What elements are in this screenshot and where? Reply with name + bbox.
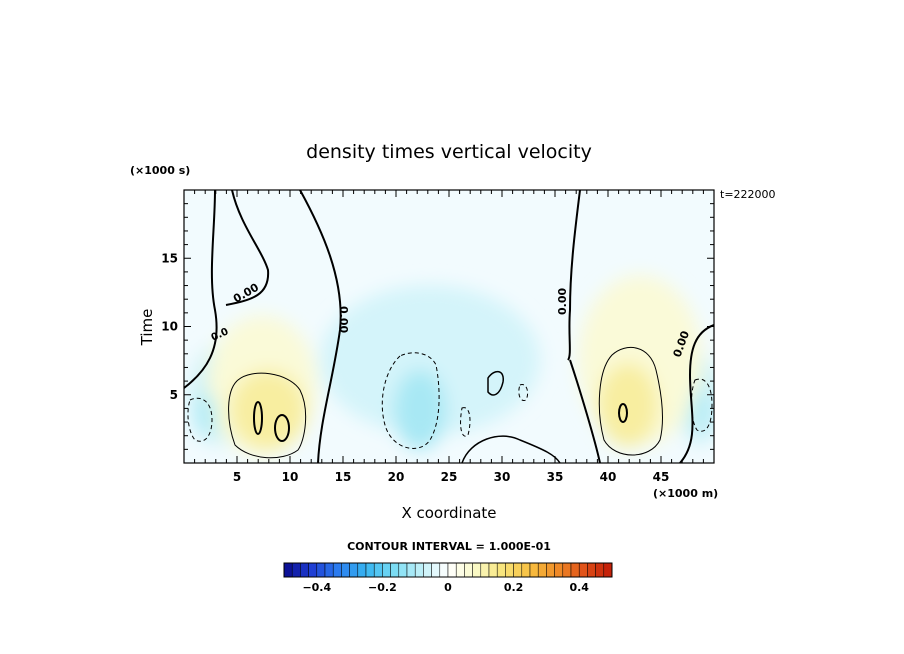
colorbar-cell (357, 562, 367, 578)
colorbar-cell (414, 562, 424, 578)
x-axis: 5 10 15 20 25 30 35 40 45 (194, 190, 704, 484)
x-axis-label: X coordinate (401, 504, 496, 522)
chart-title: density times vertical velocity (306, 141, 592, 163)
colorbar-cell (382, 562, 391, 578)
colorbar-cell (455, 562, 465, 578)
colorbar-cell (423, 562, 432, 578)
y-tick-label: 15 (161, 251, 178, 265)
colorbar-cell (431, 562, 441, 578)
colorbar-cell (365, 562, 375, 578)
colorbar-cell (316, 562, 326, 578)
colorbar: −0.4 −0.2 0 0.2 0.4 (283, 562, 613, 594)
colorbar-tick-label: −0.4 (302, 581, 331, 594)
y-tick-label: 5 (170, 388, 178, 402)
colorbar-cell (291, 562, 301, 578)
colorbar-tick-label: 0.4 (569, 581, 589, 594)
colorbar-cell (332, 562, 342, 578)
colorbar-tick-label: −0.2 (368, 581, 397, 594)
colorbar-cell (562, 562, 572, 578)
colorbar-cell (406, 562, 416, 578)
x-tick-label: 10 (282, 470, 299, 484)
colorbar-cell (529, 562, 539, 578)
x-unit-label: (×1000 m) (653, 487, 718, 500)
field-shading (184, 190, 714, 463)
x-tick-label: 40 (600, 470, 617, 484)
colorbar-cell (578, 562, 588, 578)
colorbar-cell (587, 562, 596, 578)
colorbar-cell (496, 562, 506, 578)
colorbar-cell (464, 562, 473, 578)
x-tick-label: 35 (547, 470, 564, 484)
colorbar-cell (488, 562, 498, 578)
y-axis: 5 10 15 (161, 203, 714, 450)
colorbar-cell (349, 562, 359, 578)
contour-interval-label: CONTOUR INTERVAL = 1.000E-01 (347, 540, 551, 553)
colorbar-cell (324, 562, 334, 578)
x-tick-label: 15 (335, 470, 352, 484)
x-tick-label: 25 (441, 470, 458, 484)
colorbar-cell (521, 562, 531, 578)
colorbar-tick-label: 0 (444, 581, 452, 594)
x-tick-label: 45 (653, 470, 670, 484)
x-tick-label: 5 (233, 470, 241, 484)
colorbar-cell (554, 562, 564, 578)
colorbar-cell (390, 562, 400, 578)
colorbar-cell (439, 562, 449, 578)
colorbar-tick-label: 0.2 (504, 581, 524, 594)
plot-area: 0.00 0.00 0.00 0.00 0.0 5 10 15 20 25 30 35 40 4… (161, 189, 715, 484)
y-unit-label: (×1000 s) (130, 164, 190, 177)
colorbar-cell (513, 562, 523, 578)
colorbar-cell (570, 562, 580, 578)
contour-label: 0.00 (556, 288, 569, 315)
colorbar-cell (398, 562, 408, 578)
colorbar-frame (283, 562, 613, 578)
colorbar-cell (308, 562, 318, 578)
colorbar-cell (283, 562, 293, 578)
y-axis-label: Time (138, 309, 156, 347)
colorbar-cell (373, 562, 383, 578)
contour-label: 0.00 (337, 306, 350, 333)
colorbar-cell (603, 562, 613, 578)
colorbar-cell (480, 562, 490, 578)
colorbar-cell (300, 562, 309, 578)
y-tick-label: 10 (161, 320, 178, 334)
colorbar-cell (537, 562, 547, 578)
x-tick-label: 20 (388, 470, 405, 484)
time-annotation: t=222000 (720, 188, 776, 201)
colorbar-cell (595, 562, 605, 578)
colorbar-cell (447, 562, 457, 578)
colorbar-cell (472, 562, 482, 578)
colorbar-cell (341, 562, 350, 578)
colorbar-cell (546, 562, 555, 578)
colorbar-cell (505, 562, 514, 578)
x-tick-label: 30 (494, 470, 511, 484)
